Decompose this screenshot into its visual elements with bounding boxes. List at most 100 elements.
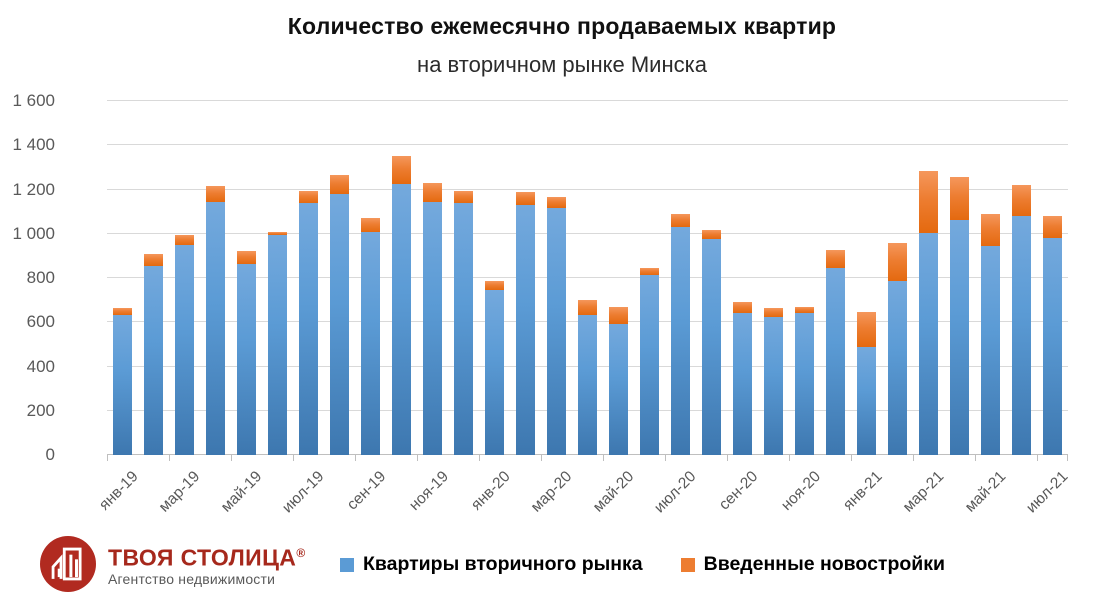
logo-buildings-icon: [40, 536, 96, 592]
y-axis-tick-label: 1 600: [12, 91, 55, 110]
bar-фев-19: [144, 253, 163, 455]
x-axis-tick: [913, 455, 914, 461]
bar-segment-secondary-market: [888, 281, 907, 455]
bar-segment-secondary-market: [1043, 238, 1062, 455]
bar-апр-21: [950, 177, 969, 455]
bar-segment-secondary-market: [206, 201, 225, 455]
bar-segment-secondary-market: [547, 208, 566, 455]
x-axis-tick: [851, 455, 852, 461]
bar-дек-20: [826, 250, 845, 455]
legend-swatch-orange: [680, 557, 695, 572]
bar-segment-secondary-market: [826, 268, 845, 455]
bar-segment-new-buildings: [671, 213, 690, 228]
bar-апр-20: [578, 300, 597, 455]
bar-segment-new-buildings: [237, 251, 256, 264]
bar-segment-new-buildings: [981, 213, 1000, 246]
bar-segment-secondary-market: [702, 239, 721, 455]
bar-segment-secondary-market: [175, 244, 194, 455]
y-axis-tick-label: 400: [26, 356, 55, 376]
bar-июл-20: [671, 213, 690, 455]
x-axis-label: май-19: [217, 468, 266, 516]
bar-segment-new-buildings: [609, 306, 628, 325]
legend-item-secondary-market: Квартиры вторичного рынка: [340, 553, 643, 576]
bar-segment-secondary-market: [485, 290, 504, 455]
bar-май-21: [981, 213, 1000, 455]
bar-segment-new-buildings: [392, 156, 411, 184]
plot-area: янв-19 мар-19 май-19 июл-19 сен-19 ноя-19 янв-…: [12, 91, 1071, 516]
y-axis-tick-label: 600: [26, 312, 55, 332]
bar-segment-new-buildings: [857, 312, 876, 347]
gridline: [107, 144, 1068, 146]
bar-май-19: [237, 251, 256, 455]
x-axis-label: июл-19: [279, 468, 328, 517]
x-axis-label: мар-19: [155, 468, 204, 516]
bar-segment-new-buildings: [423, 182, 442, 202]
bar-segment-secondary-market: [361, 231, 380, 455]
bar-segment-new-buildings: [764, 307, 783, 317]
bar-segment-secondary-market: [330, 193, 349, 455]
legend-item-new-buildings: Введенные новостройки: [680, 553, 945, 576]
bar-июн-20: [640, 268, 659, 455]
y-axis-tick-label: 1 000: [12, 223, 55, 243]
x-axis-label: май-21: [961, 468, 1010, 516]
bar-авг-19: [330, 175, 349, 455]
bar-segment-new-buildings: [950, 177, 969, 221]
x-axis-tick: [541, 455, 542, 461]
bar-сен-19: [361, 218, 380, 455]
bar-июн-21: [1012, 185, 1031, 455]
company-logo: ТВОЯ СТОЛИЦА® Агентство недвижимости: [40, 536, 306, 592]
bar-segment-new-buildings: [485, 281, 504, 291]
bar-segment-new-buildings: [795, 306, 814, 314]
bar-segment-new-buildings: [516, 191, 535, 205]
x-axis-label: сен-20: [716, 468, 762, 514]
bar-ноя-19: [423, 182, 442, 455]
x-axis-tick: [975, 455, 976, 461]
x-axis-tick: [603, 455, 604, 461]
y-axis-tick-label: 0: [45, 445, 55, 464]
bar-segment-secondary-market: [237, 263, 256, 455]
x-axis-label: май-20: [589, 468, 638, 516]
bar-янв-21: [857, 312, 876, 455]
bar-мар-20: [547, 197, 566, 455]
bar-segment-secondary-market: [764, 316, 783, 455]
x-axis-tick: [665, 455, 666, 461]
y-axis-tick-label: 200: [26, 400, 55, 420]
bar-июл-21: [1043, 216, 1062, 455]
bar-segment-secondary-market: [950, 220, 969, 455]
gridline: [107, 277, 1068, 278]
bar-май-20: [609, 306, 628, 455]
legend-label: Квартиры вторичного рынка: [363, 553, 643, 575]
brand-name: ТВОЯ СТОЛИЦА®: [108, 544, 306, 571]
bar-сен-20: [733, 302, 752, 455]
y-axis-tick-label: 1 400: [12, 135, 55, 155]
bar-segment-new-buildings: [640, 268, 659, 275]
bar-segment-new-buildings: [361, 218, 380, 232]
bar-segment-secondary-market: [1012, 216, 1031, 455]
bar-июл-19: [299, 190, 318, 455]
bar-segment-secondary-market: [113, 314, 132, 455]
bar-дек-19: [454, 190, 473, 455]
bar-segment-new-buildings: [113, 307, 132, 315]
bar-segment-secondary-market: [733, 313, 752, 455]
bar-segment-secondary-market: [981, 245, 1000, 455]
bar-segment-new-buildings: [1012, 185, 1031, 217]
bar-segment-secondary-market: [144, 265, 163, 455]
bar-segment-secondary-market: [640, 274, 659, 455]
bar-segment-new-buildings: [454, 190, 473, 203]
x-axis-tick: [107, 455, 108, 461]
x-axis-tick: [789, 455, 790, 461]
legend: Квартиры вторичного рынка Введенные ново…: [340, 553, 945, 576]
x-axis-label: ноя-19: [405, 468, 452, 514]
x-axis-tick: [417, 455, 418, 461]
x-axis-label: янв-21: [839, 468, 886, 514]
bar-segment-secondary-market: [299, 202, 318, 455]
y-axis-tick-label: 800: [26, 268, 55, 287]
x-axis-tick: [355, 455, 356, 461]
bar-мар-19: [175, 234, 194, 455]
bar-авг-20: [702, 230, 721, 455]
x-axis-label: сен-19: [344, 468, 390, 514]
bar-segment-secondary-market: [392, 183, 411, 455]
x-axis-tick: [1067, 455, 1068, 461]
x-axis-tick: [293, 455, 294, 461]
